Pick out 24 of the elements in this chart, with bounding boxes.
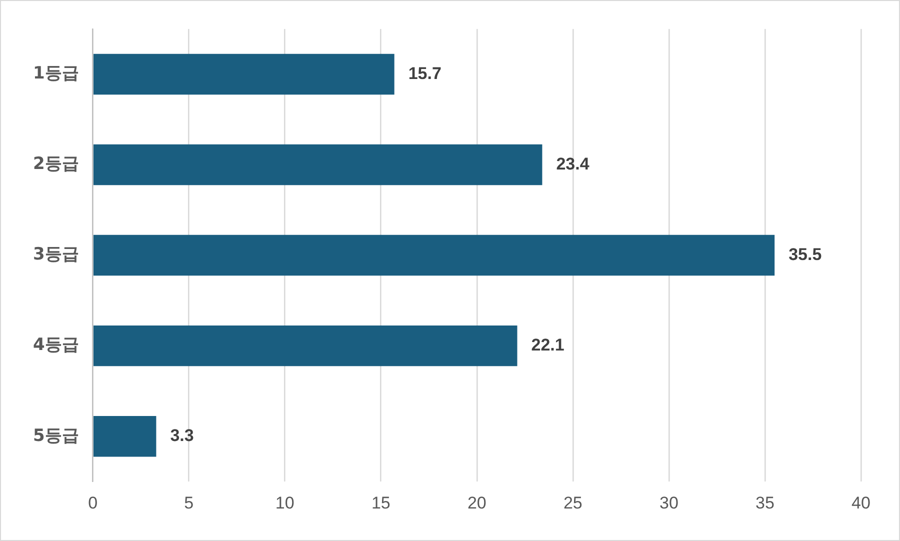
x-tick-label: 5 — [184, 493, 194, 512]
x-tick-label: 35 — [756, 493, 774, 512]
x-tick-label: 10 — [275, 493, 294, 512]
x-tick-label: 25 — [563, 493, 582, 512]
x-tick-label: 40 — [852, 493, 870, 512]
data-label: 3.3 — [170, 426, 194, 446]
data-label: 35.5 — [788, 244, 822, 264]
bar — [93, 144, 542, 186]
y-tick-label: 1등급 — [32, 64, 79, 84]
data-label: 22.1 — [531, 336, 564, 355]
y-tick-label: 5등급 — [32, 426, 79, 446]
y-tick-label: 3등급 — [32, 244, 79, 265]
x-tick-label: 15 — [371, 493, 390, 512]
data-label: 23.4 — [556, 154, 590, 174]
bar — [93, 325, 518, 366]
bar — [93, 416, 156, 457]
x-tick-label: 20 — [467, 493, 486, 512]
data-label: 15.7 — [408, 64, 442, 83]
bar — [93, 54, 394, 95]
y-tick-label: 2등급 — [32, 154, 79, 174]
y-tick-label: 4등급 — [32, 335, 79, 356]
x-tick-label: 0 — [88, 493, 98, 512]
x-tick-label: 30 — [659, 493, 678, 512]
bar — [93, 234, 775, 276]
